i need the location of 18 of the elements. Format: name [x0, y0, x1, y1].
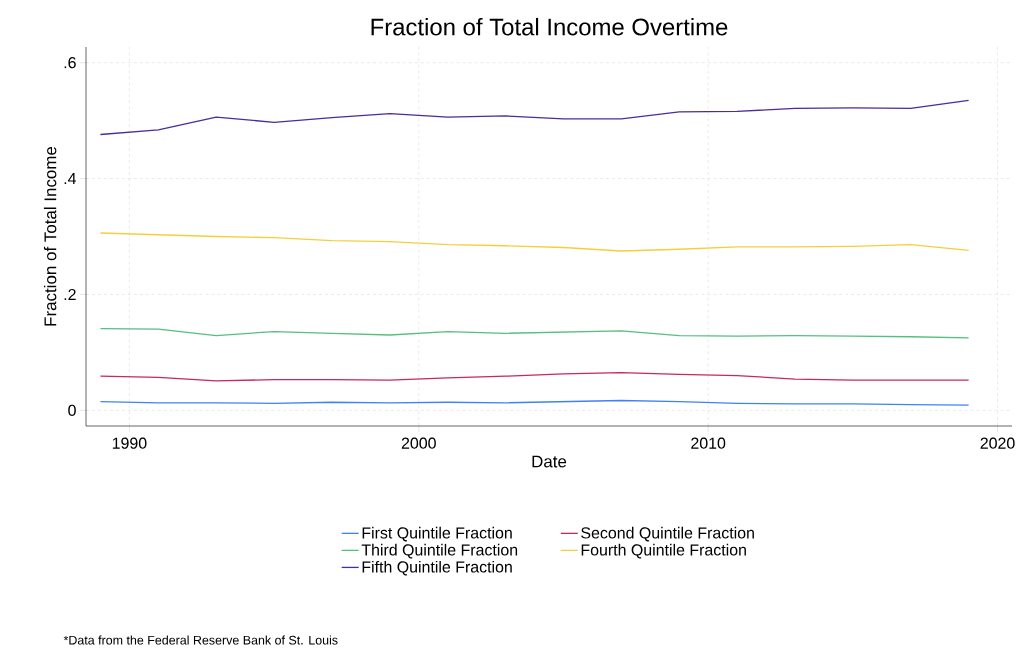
- y-tick-label: .6: [64, 57, 76, 69]
- x-tick-label: 1990: [112, 437, 147, 449]
- legend-label: Fifth Quintile Fraction: [362, 560, 512, 576]
- y-tick-label: 0: [68, 404, 76, 416]
- x-tick-label: 2000: [401, 437, 436, 449]
- legend-label: Third Quintile Fraction: [361, 543, 518, 559]
- y-tick-label: .2: [64, 288, 76, 301]
- line-series: [99, 99, 970, 136]
- legend-label: Second Quintile Fraction: [581, 526, 754, 542]
- y-axis-title: Fraction of Total Income: [43, 146, 57, 326]
- y-tick-label: .4: [64, 173, 77, 185]
- legend-label: First Quintile Fraction: [362, 526, 512, 542]
- x-tick-label: 2020: [980, 437, 1015, 449]
- x-tick-label: 2010: [691, 437, 726, 449]
- text: *Data from the Federal Reserve Bank of St. Louis: [63, 635, 338, 645]
- x-axis-title: Date: [532, 455, 567, 468]
- legend-label: Fourth Quintile Fraction: [581, 543, 746, 559]
- chart-title: Fraction of Total Income Overtime: [371, 17, 728, 36]
